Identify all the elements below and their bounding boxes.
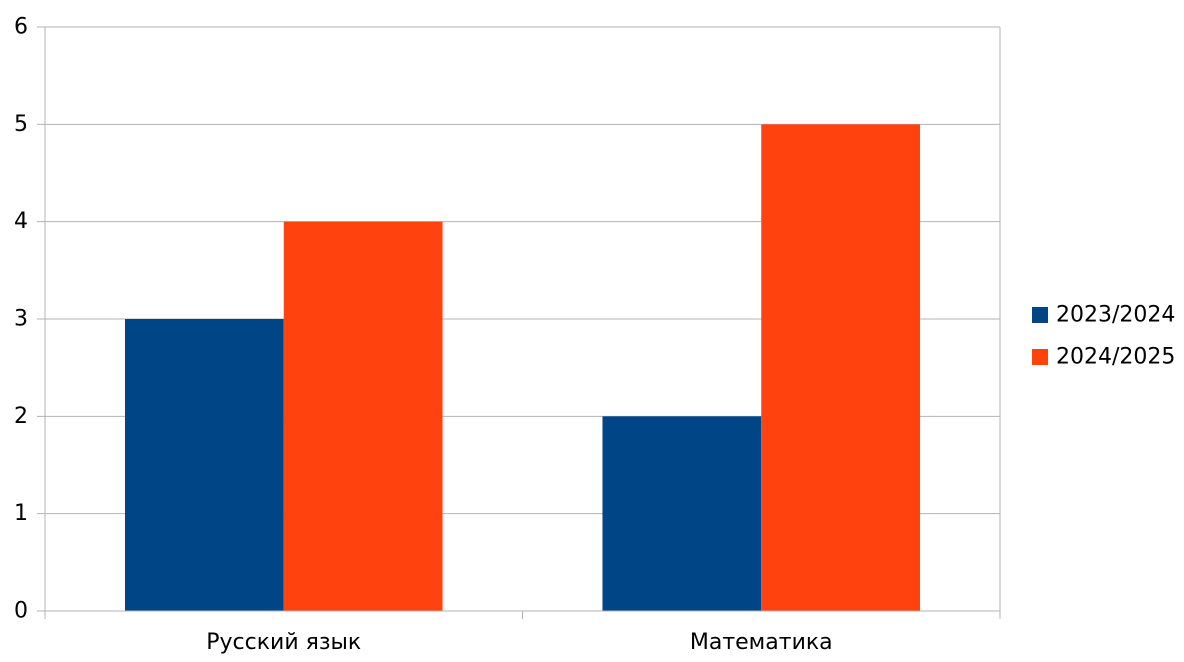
y-tick-label: 3 (14, 307, 28, 332)
x-axis-ticks: Русский язык Математика (206, 630, 832, 655)
legend-swatch (1032, 349, 1048, 365)
y-tick-label: 1 (14, 501, 28, 526)
legend-label: 2024/2025 (1056, 345, 1175, 370)
y-tick-label: 5 (14, 112, 28, 137)
bar (124, 319, 284, 611)
bar (283, 221, 443, 611)
bar (602, 416, 762, 611)
y-tick-label: 2 (14, 404, 28, 429)
bar (761, 124, 921, 611)
axes (37, 27, 1001, 619)
y-axis-ticks: 0 1 2 3 4 5 6 (14, 15, 28, 624)
legend-swatch (1032, 307, 1048, 323)
x-tick-label: Математика (690, 630, 833, 655)
y-tick-label: 4 (14, 209, 28, 234)
legend: 2023/2024 2024/2025 (1032, 303, 1175, 370)
y-tick-label: 0 (14, 599, 28, 624)
legend-label: 2023/2024 (1056, 303, 1175, 328)
y-tick-label: 6 (14, 15, 28, 40)
x-tick-label: Русский язык (206, 630, 361, 655)
bars (124, 124, 921, 611)
